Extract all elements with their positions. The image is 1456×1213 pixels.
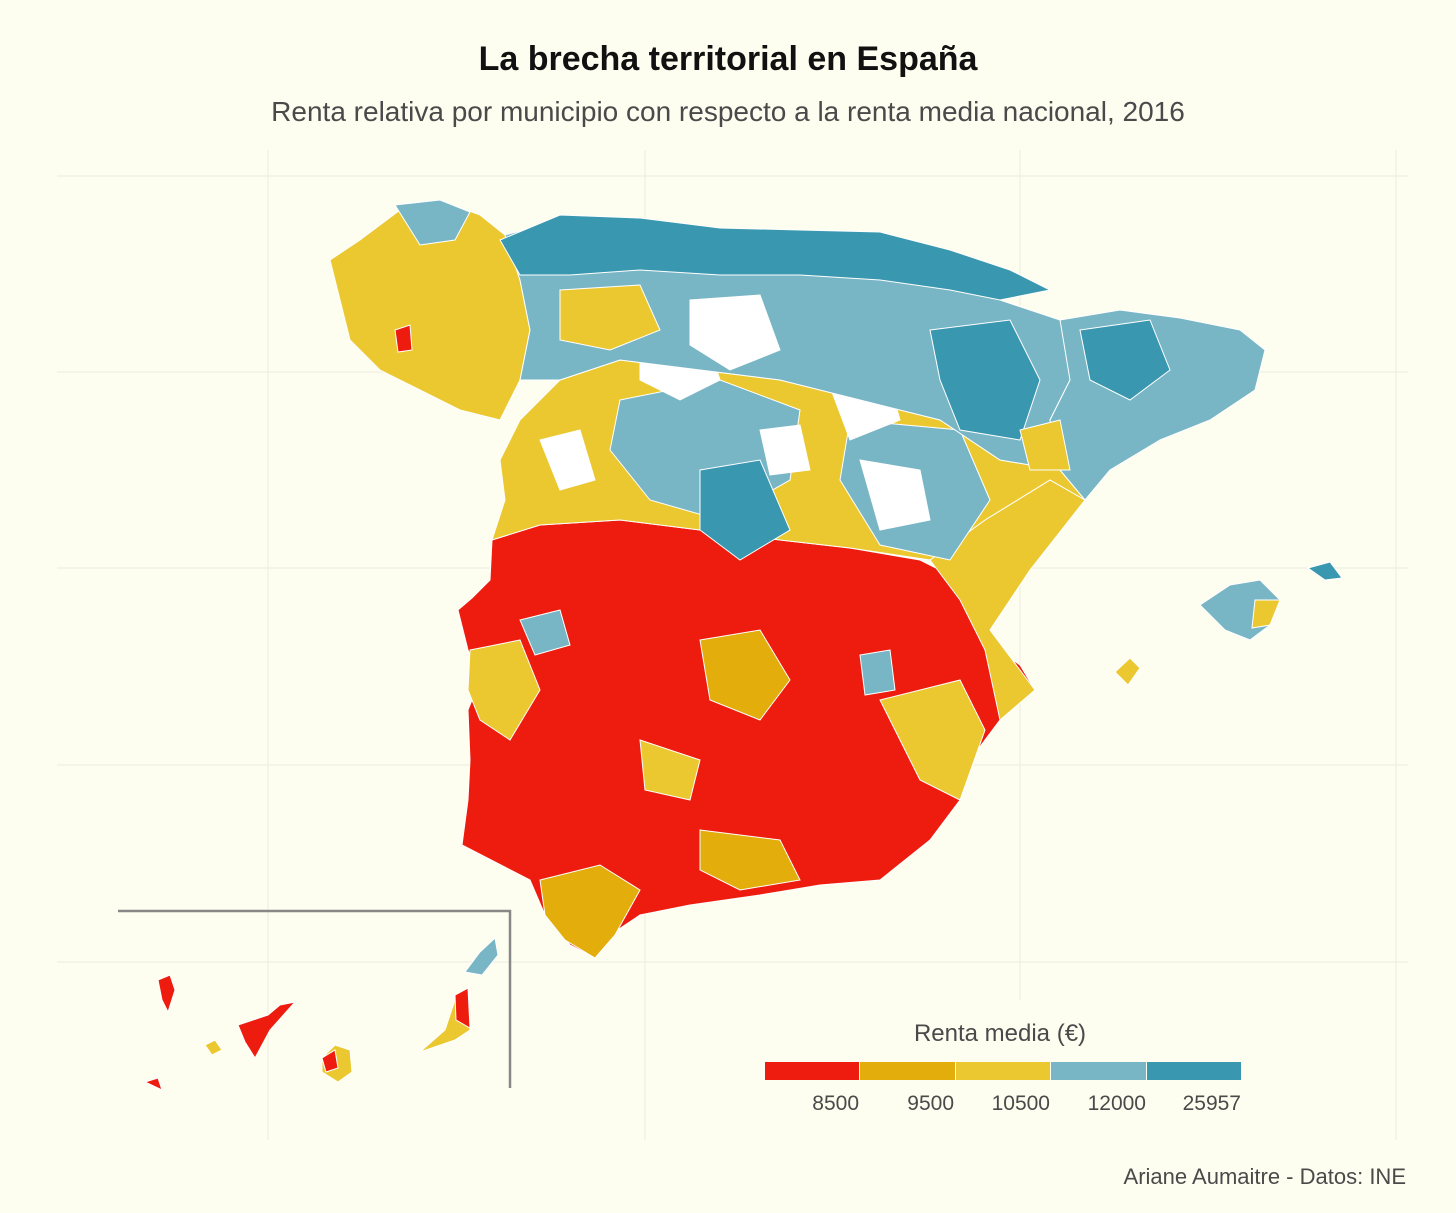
island-el-hierro (143, 1077, 163, 1091)
legend-swatch-4 (1051, 1062, 1147, 1080)
region-south-blue-7 (519, 609, 571, 656)
region-south-blue-8 (859, 649, 896, 696)
legend-label-2: 9500 (907, 1092, 954, 1115)
peninsula-map (329, 199, 1266, 959)
legend-swatch-2 (860, 1062, 956, 1080)
island-fuerteventura-red (454, 987, 471, 1029)
island-tenerife (237, 1001, 297, 1059)
region-south-yellow-4 (639, 739, 701, 801)
legend-swatch-3 (955, 1062, 1052, 1080)
region-south (457, 519, 1036, 959)
region-interior-white-4 (759, 424, 811, 476)
region-southwest-3 (699, 629, 791, 721)
legend-label-4: 12000 (1087, 1092, 1146, 1115)
legend-label-3: 10500 (991, 1092, 1050, 1115)
island-mallorca-yellow (1251, 599, 1281, 629)
region-south-yellow-5 (879, 679, 986, 801)
legend-labels: 8500 9500 10500 12000 25957 (765, 1092, 1241, 1118)
island-ibiza (1114, 657, 1141, 686)
region-north-coast (499, 214, 1052, 301)
region-interior-white-5 (539, 429, 596, 491)
region-yellow-north (559, 284, 661, 351)
legend-label-1: 8500 (812, 1092, 859, 1115)
region-galicia-blue (394, 199, 471, 246)
canary-islands (143, 937, 499, 1091)
region-southwest-1 (539, 864, 641, 959)
region-white-north (689, 294, 781, 371)
legend-swatch-1 (765, 1062, 861, 1080)
region-south-yellow-6 (699, 829, 801, 891)
legend-label-5: 25957 (1182, 1092, 1241, 1115)
region-galicia-red (394, 324, 413, 353)
region-ebro-blue (929, 319, 1041, 441)
island-la-palma (157, 974, 176, 1014)
chart-title: La brecha territorial en España (478, 40, 978, 78)
island-gran-canaria-red (321, 1049, 339, 1073)
island-la-gomera (204, 1039, 223, 1056)
balearic-islands (1114, 561, 1343, 686)
canary-inset-frame (118, 909, 512, 1088)
source-caption: Ariane Aumaitre - Datos: INE (1123, 1164, 1406, 1189)
legend-swatch-5 (1146, 1062, 1242, 1080)
legend-colorbar (765, 1062, 1242, 1080)
region-catalonia-yellow (1019, 419, 1071, 471)
region-southwest-2 (467, 639, 541, 741)
island-menorca (1306, 561, 1343, 581)
region-interior-blue-2 (699, 459, 791, 561)
chart-subtitle: Renta relativa por municipio con respect… (271, 96, 1185, 127)
region-catalonia-dark (1079, 319, 1171, 401)
legend-title: Renta media (€) (913, 1020, 1087, 1047)
region-interior-white-3 (859, 459, 931, 531)
island-lanzarote (464, 937, 499, 976)
